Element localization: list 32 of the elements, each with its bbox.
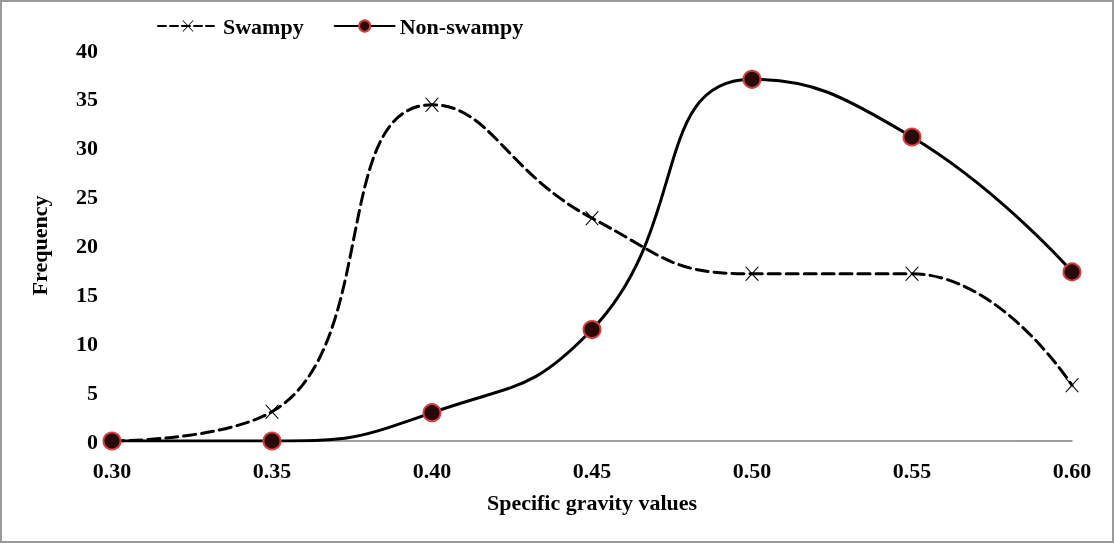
point	[265, 404, 279, 419]
x-tick-label: 0.35	[252, 457, 292, 483]
point	[1062, 262, 1082, 282]
point	[582, 320, 602, 340]
y-tick-label: 30	[76, 135, 98, 161]
point	[742, 69, 762, 89]
y-tick-label: 0	[87, 428, 98, 454]
x-tick-label: 0.30	[92, 457, 132, 483]
point	[262, 431, 282, 451]
x-tick-label: 0.60	[1052, 457, 1092, 483]
y-tick-label: 25	[76, 184, 98, 210]
y-tick-label: 35	[76, 86, 98, 112]
point	[425, 97, 439, 112]
point	[905, 266, 919, 281]
x-axis-title: Specific gravity values	[486, 489, 698, 515]
legend-label: Swampy	[223, 13, 304, 39]
point	[902, 127, 922, 147]
y-tick-label: 20	[76, 233, 98, 258]
point	[422, 403, 442, 423]
x-tick-label: 0.50	[732, 457, 772, 483]
y-tick-label: 15	[76, 281, 98, 307]
y-tick-label: 5	[87, 379, 98, 405]
legend-label: Non-swampy	[399, 13, 524, 39]
y-axis-title: Frequency	[26, 195, 52, 296]
point	[1065, 378, 1079, 393]
x-tick-label: 0.40	[412, 457, 452, 483]
point	[745, 266, 759, 281]
y-tick-label: 40	[76, 37, 98, 63]
y-tick-label: 10	[76, 330, 98, 356]
x-tick-label: 0.45	[572, 457, 612, 483]
x-tick-label: 0.55	[892, 457, 932, 483]
point	[585, 211, 599, 226]
